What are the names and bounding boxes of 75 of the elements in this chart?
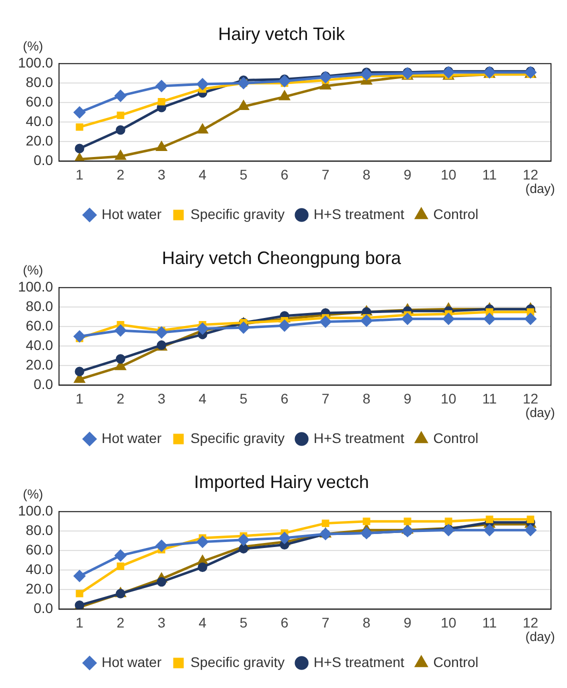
- x-tick-label: 8: [362, 166, 371, 182]
- y-tick-label: 100.0: [18, 54, 54, 70]
- chart-title: Hairy vetch Cheongpung bora: [162, 248, 402, 268]
- y-axis-title: (%): [22, 38, 44, 54]
- x-tick-label: 10: [440, 614, 457, 630]
- x-tick-label: 12: [522, 166, 538, 182]
- y-tick-label: 80.0: [26, 298, 54, 314]
- legend-label: Specific gravity: [190, 206, 285, 222]
- x-tick-label: 7: [322, 166, 330, 182]
- x-tick-label: 10: [440, 390, 457, 406]
- y-tick-label: 60.0: [26, 94, 54, 110]
- x-tick-label: 3: [158, 166, 166, 182]
- legend-label: Hot water: [102, 654, 162, 670]
- x-tick-label: 2: [116, 614, 125, 630]
- x-tick-label: 11: [482, 166, 497, 182]
- y-tick-label: 20.0: [26, 132, 54, 149]
- x-tick-label: 5: [240, 166, 248, 182]
- x-tick-label: 2: [116, 390, 125, 406]
- x-tick-label: 4: [198, 390, 207, 406]
- x-tick-label: 2: [116, 166, 125, 182]
- x-tick-label: 11: [482, 390, 497, 406]
- x-tick-label: 12: [522, 614, 538, 630]
- y-tick-label: 20.0: [26, 580, 54, 597]
- x-tick-label: 6: [280, 166, 289, 182]
- y-axis-title: (%): [22, 486, 44, 502]
- x-tick-label: 7: [322, 614, 330, 630]
- y-tick-label: 0.0: [34, 376, 54, 392]
- y-tick-label: 40.0: [26, 113, 54, 130]
- x-tick-label: 1: [76, 166, 84, 182]
- x-tick-label: 5: [240, 390, 248, 406]
- y-tick-label: 80.0: [26, 74, 54, 90]
- x-tick-label: 1: [76, 614, 84, 630]
- x-tick-label: 11: [482, 614, 497, 630]
- x-tick-label: 4: [198, 614, 207, 630]
- legend-label: H+S treatment: [314, 654, 404, 670]
- y-axis-title: (%): [22, 262, 44, 278]
- x-tick-label: 8: [362, 390, 371, 406]
- x-tick-label: 1: [76, 390, 84, 406]
- x-tick-label: 6: [280, 390, 289, 406]
- x-axis-title: (day): [525, 181, 555, 196]
- y-tick-label: 20.0: [26, 356, 54, 373]
- x-axis-title: (day): [525, 405, 555, 420]
- x-tick-label: 3: [158, 390, 166, 406]
- y-tick-label: 100.0: [18, 502, 54, 518]
- x-tick-label: 3: [158, 614, 166, 630]
- legend-label: Specific gravity: [190, 654, 285, 670]
- y-tick-label: 40.0: [26, 561, 54, 578]
- y-tick-label: 80.0: [26, 522, 54, 538]
- x-tick-label: 9: [404, 614, 412, 630]
- legend-label: Control: [433, 206, 478, 222]
- y-tick-label: 0.0: [34, 600, 54, 616]
- x-tick-label: 12: [522, 390, 538, 406]
- legend-label: Hot water: [102, 430, 162, 446]
- y-tick-label: 100.0: [18, 278, 54, 294]
- y-tick-label: 60.0: [26, 542, 54, 558]
- x-tick-label: 9: [404, 390, 412, 406]
- legend-label: H+S treatment: [314, 206, 404, 222]
- x-tick-label: 6: [280, 614, 289, 630]
- chart-title: Imported Hairy vectch: [194, 472, 370, 492]
- y-tick-label: 60.0: [26, 318, 54, 334]
- x-tick-label: 10: [440, 166, 457, 182]
- x-tick-label: 8: [362, 614, 371, 630]
- legend-label: Control: [433, 654, 478, 670]
- legend-label: Control: [433, 430, 478, 446]
- y-tick-label: 0.0: [34, 152, 54, 168]
- x-tick-label: 4: [198, 166, 207, 182]
- chart-title: Hairy vetch Toik: [218, 24, 346, 44]
- x-axis-title: (day): [525, 629, 555, 644]
- x-tick-label: 9: [404, 166, 412, 182]
- legend-label: Hot water: [102, 206, 162, 222]
- legend-label: H+S treatment: [314, 430, 404, 446]
- legend-label: Specific gravity: [190, 430, 285, 446]
- x-tick-label: 7: [322, 390, 330, 406]
- y-tick-label: 40.0: [26, 337, 54, 354]
- x-tick-label: 5: [240, 614, 248, 630]
